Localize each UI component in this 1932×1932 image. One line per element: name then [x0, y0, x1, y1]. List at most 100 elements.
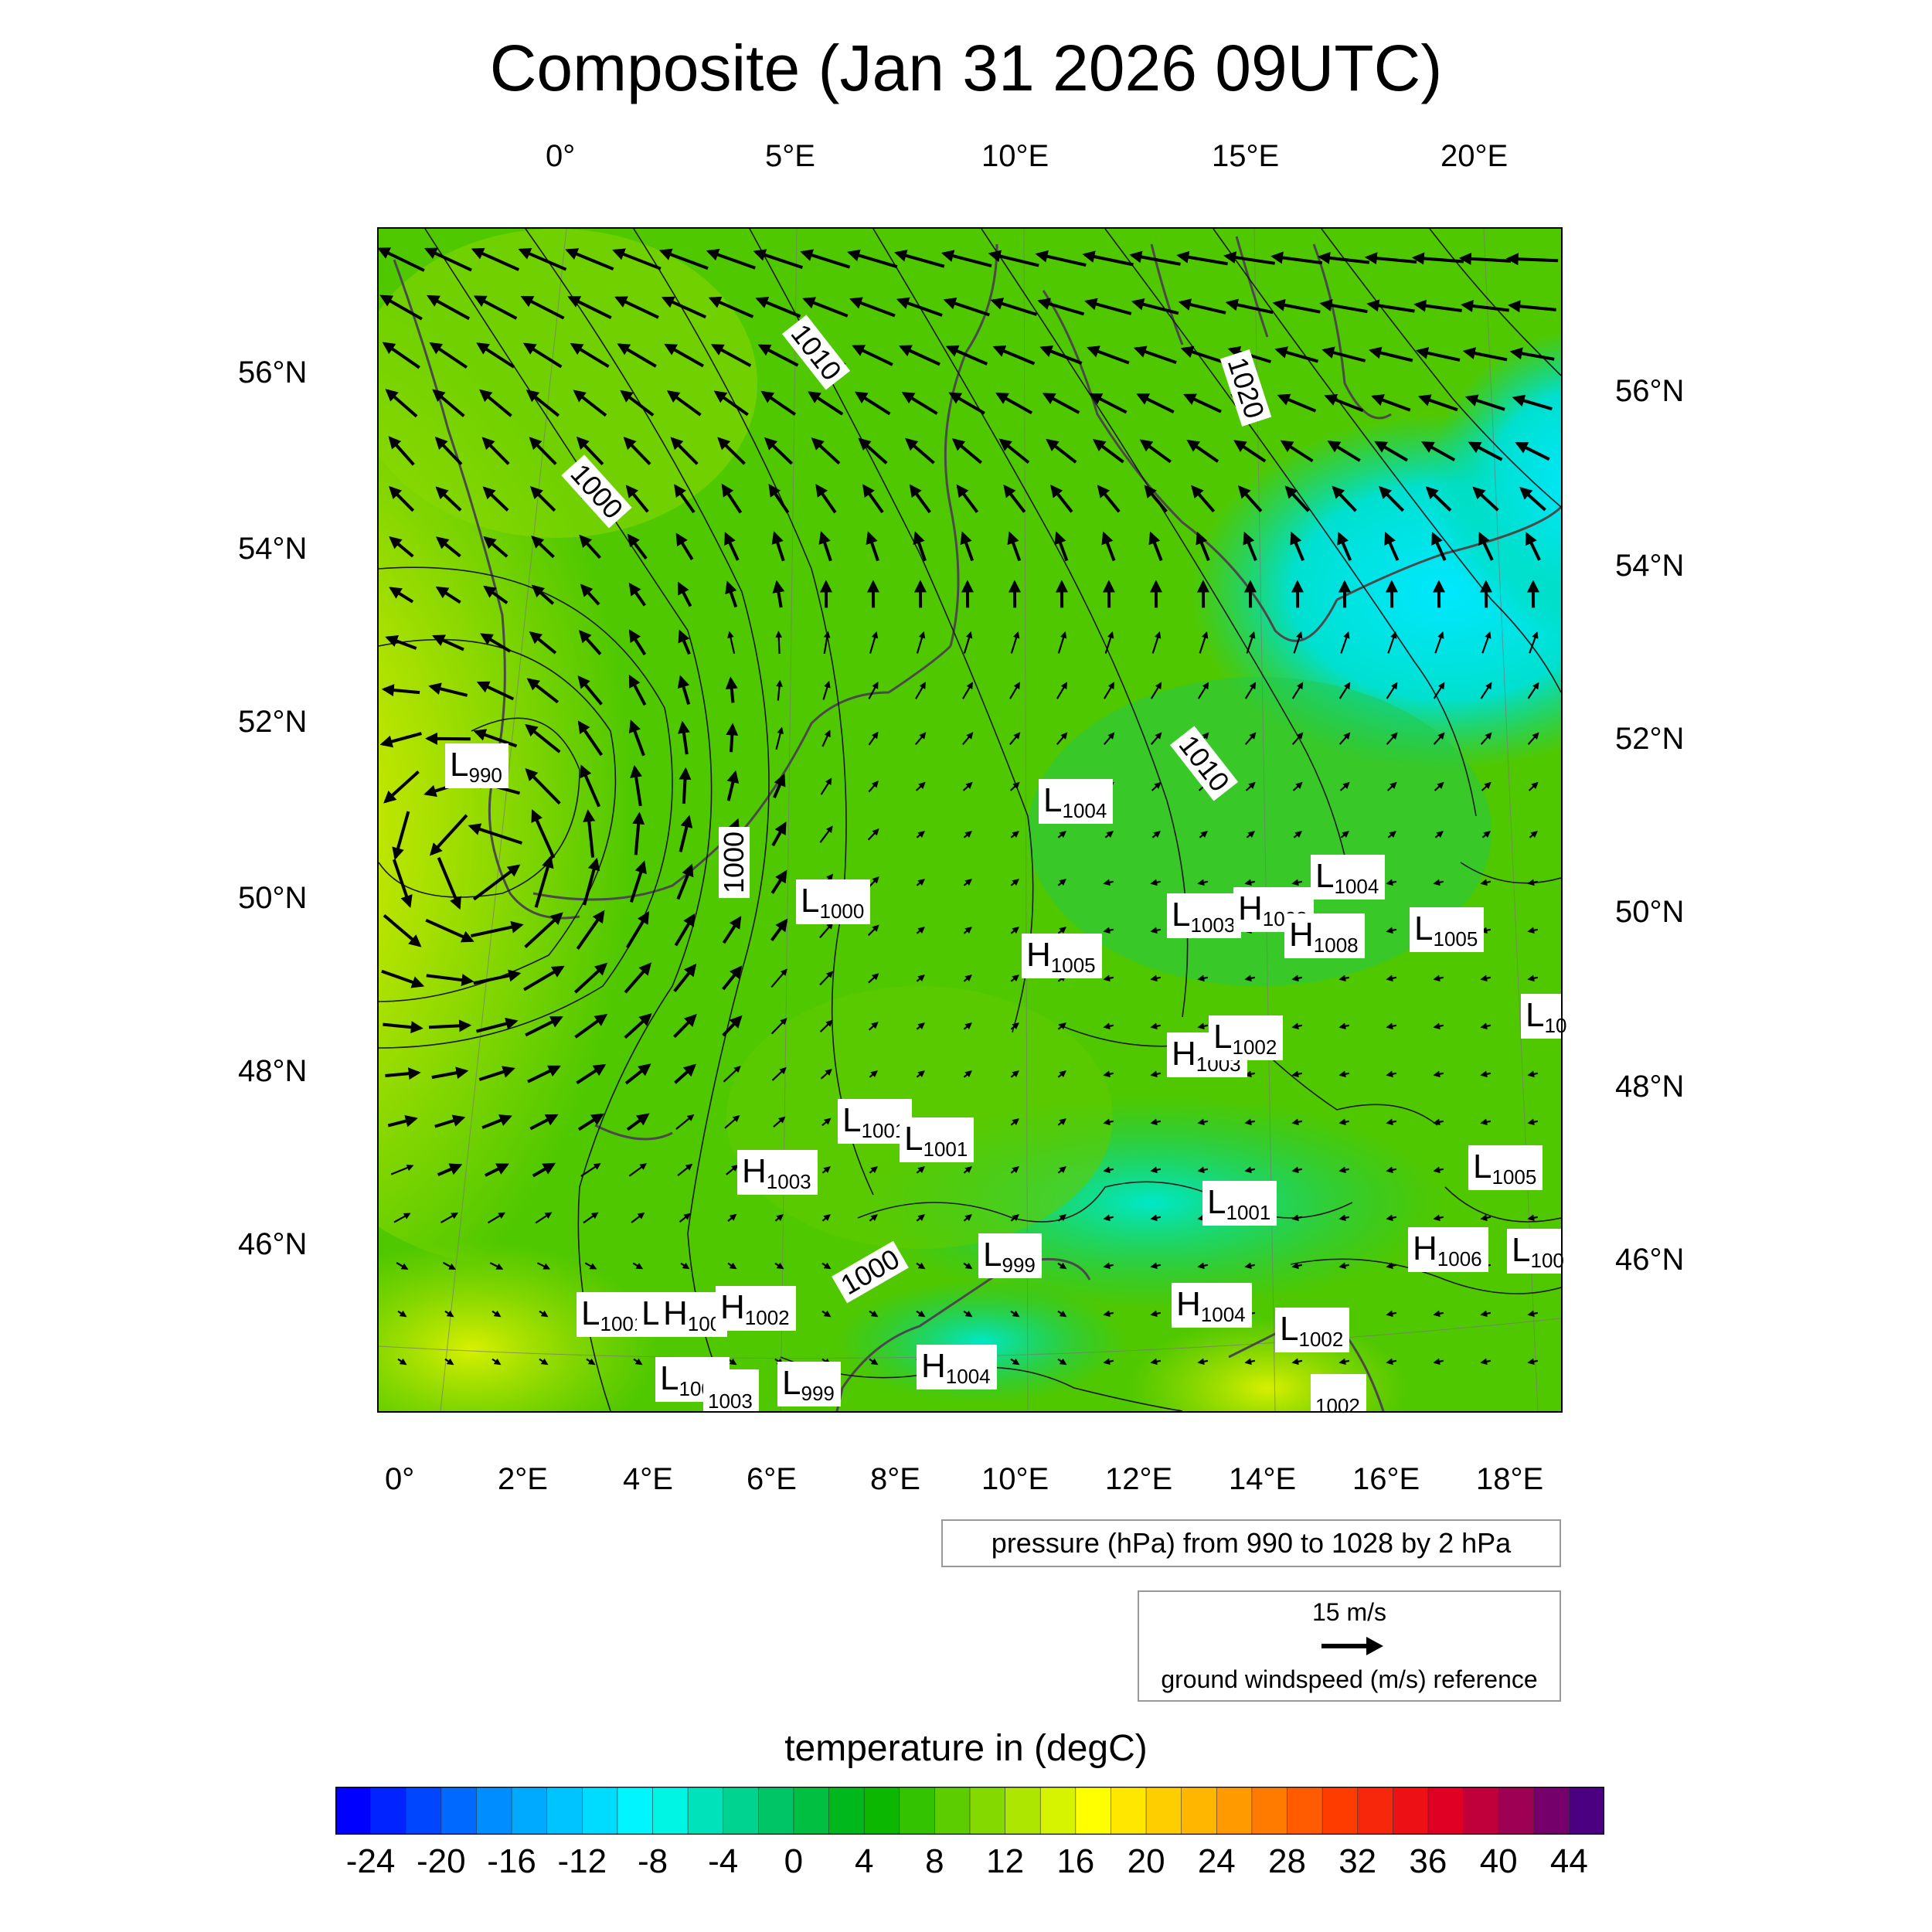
wind-arrow — [1272, 298, 1321, 314]
wind-arrow — [1480, 1118, 1492, 1126]
wind-arrow — [1386, 1262, 1397, 1270]
wind-arrow — [531, 584, 555, 605]
wind-arrow — [963, 1166, 972, 1174]
wind-arrow — [963, 879, 972, 886]
left-lat-label: 50°N — [238, 881, 308, 915]
wind-arrow — [1057, 1166, 1066, 1174]
wind-arrow — [389, 536, 414, 558]
wind-arrow — [960, 531, 975, 562]
wind-arrow — [675, 1114, 695, 1130]
wind-arrow — [431, 1066, 469, 1080]
wind-arrow — [1434, 781, 1444, 791]
wind-arrow — [998, 438, 1030, 464]
wind-arrow — [1197, 1166, 1209, 1174]
wind-arrow — [1244, 1070, 1256, 1078]
wind-arrow — [1480, 975, 1492, 982]
wind-arrow — [629, 860, 647, 903]
wind-arrow — [1244, 732, 1257, 746]
wind-arrow — [480, 633, 512, 653]
colorbar-bin — [899, 1787, 936, 1835]
wind-arrow — [1481, 781, 1492, 791]
wind-arrow — [424, 247, 472, 272]
wind-arrow — [849, 297, 896, 318]
wind-arrow — [961, 732, 974, 746]
wind-arrow — [675, 532, 694, 560]
wind-arrow — [948, 392, 985, 415]
wind-arrow — [1246, 831, 1255, 838]
wind-arrow — [852, 345, 893, 366]
wind-arrow — [632, 811, 645, 855]
colorbar-tick-label: 28 — [1268, 1842, 1306, 1880]
wind-arrow — [915, 781, 926, 791]
wind-arrow — [583, 1212, 599, 1224]
wind-arrow — [1293, 631, 1303, 654]
wind-arrow — [1056, 732, 1068, 746]
wind-arrow — [962, 682, 973, 699]
wind-arrow — [1509, 347, 1555, 361]
wind-arrow — [1386, 732, 1398, 745]
wind-arrow — [1039, 345, 1083, 365]
wind-arrow — [1480, 1310, 1492, 1318]
bottom-lon-label: 10°E — [981, 1462, 1049, 1496]
wind-arrow — [1097, 485, 1121, 513]
wind-arrow — [905, 437, 935, 464]
wind-arrow — [529, 437, 557, 465]
wind-arrow — [1270, 251, 1323, 265]
wind-arrow — [1512, 394, 1553, 411]
wind-arrow — [570, 342, 610, 369]
wind-arrow — [664, 343, 704, 368]
wind-arrow — [526, 389, 560, 417]
wind-arrow — [673, 1014, 697, 1039]
wind-arrow — [576, 910, 605, 950]
wind-arrow — [1338, 1118, 1350, 1126]
temperature-field — [379, 229, 1561, 1411]
colorbar-bin — [723, 1787, 760, 1835]
wind-arrow — [1244, 1262, 1256, 1270]
wind-arrow — [1010, 1022, 1019, 1030]
wind-arrow — [489, 1262, 504, 1270]
wind-arrow — [868, 731, 879, 746]
wind-arrow — [1186, 439, 1219, 463]
bottom-lon-label: 16°E — [1352, 1462, 1420, 1496]
wind-arrow — [916, 1262, 926, 1270]
wind-arrow — [1366, 299, 1415, 313]
wind-arrow — [1197, 1118, 1209, 1126]
colorbar-bin — [1427, 1787, 1464, 1835]
top-lon-label: 0° — [546, 139, 576, 173]
wind-arrow — [678, 720, 690, 755]
map-panel[interactable]: 1010 1000 1020 1010 1000 1000 L990 L1004… — [379, 229, 1573, 1419]
wind-arrow — [913, 531, 927, 562]
pressure-center: L1002 — [1275, 1308, 1350, 1352]
wind-arrow — [532, 1162, 556, 1178]
wind-arrow — [869, 1166, 878, 1174]
wind-arrow — [1386, 1214, 1397, 1222]
wind-arrow — [1151, 781, 1162, 791]
wind-arrow — [385, 634, 417, 650]
colorbar-tick-label: 16 — [1056, 1842, 1095, 1880]
bottom-lon-label: 12°E — [1105, 1462, 1173, 1496]
wind-arrow — [1180, 345, 1224, 364]
wind-arrow — [753, 249, 804, 270]
wind-arrow — [1148, 531, 1163, 562]
wind-arrow — [727, 1213, 737, 1222]
wind-arrow — [821, 1310, 832, 1318]
wind-arrow — [628, 1163, 648, 1177]
wind-arrow — [1103, 975, 1114, 982]
wind-arrow — [1431, 532, 1447, 561]
colorbar-bin — [793, 1787, 830, 1835]
wind-arrow — [1433, 1310, 1444, 1318]
wind-arrow — [1529, 831, 1538, 838]
pressure-center: L1005 — [1410, 907, 1485, 952]
wind-arrow — [1386, 1118, 1397, 1126]
left-lat-label: 54°N — [238, 532, 308, 566]
wind-arrow — [389, 485, 415, 512]
wind-arrow — [1374, 440, 1409, 462]
wind-arrow — [1151, 831, 1161, 838]
wind-arrow — [625, 911, 650, 949]
wind-arrow — [1197, 1022, 1209, 1030]
wind-arrow — [525, 1015, 563, 1037]
wind-arrow — [539, 1358, 549, 1366]
wind-arrow — [383, 913, 422, 947]
wind-arrow — [821, 730, 831, 747]
pressure-center: H1008 — [1284, 913, 1365, 958]
